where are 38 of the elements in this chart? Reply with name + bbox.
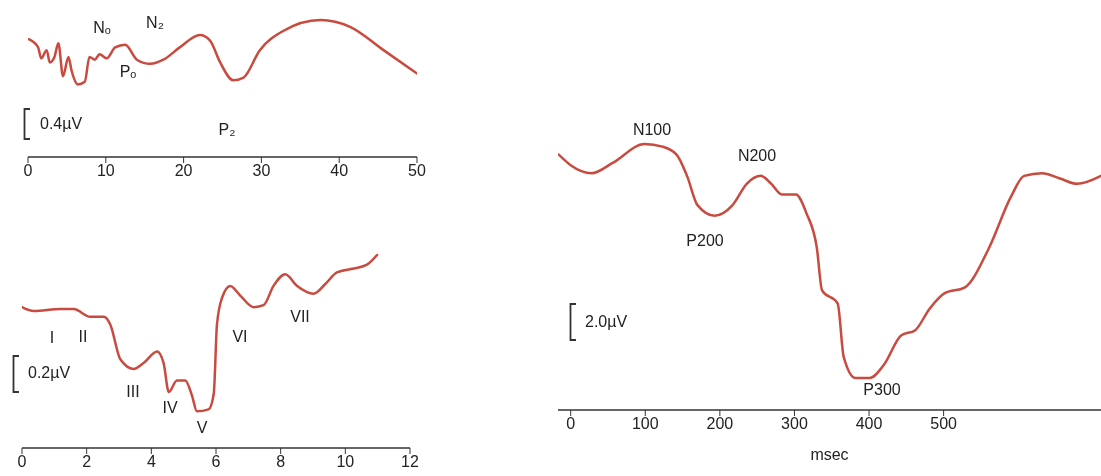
x-tick-label: 4 bbox=[146, 453, 156, 471]
annotation: P₂ bbox=[218, 121, 236, 139]
x-tick-label: 6 bbox=[211, 453, 221, 471]
x-tick-label: 200 bbox=[706, 415, 734, 433]
annotation: P200 bbox=[686, 232, 724, 250]
x-tick-label: 10 bbox=[336, 453, 355, 471]
annotation: N₂ bbox=[146, 14, 164, 32]
annotation: I bbox=[49, 329, 55, 347]
annotation: III bbox=[126, 383, 140, 401]
x-tick-label: 8 bbox=[276, 453, 286, 471]
annotation: VI bbox=[232, 328, 248, 346]
x-tick-label: 400 bbox=[855, 415, 883, 433]
x-tick-label: 20 bbox=[174, 162, 193, 180]
x-tick-label: 50 bbox=[408, 162, 426, 180]
annotation: Pₒ bbox=[119, 63, 137, 81]
x-tick-label: 0 bbox=[566, 415, 576, 433]
x-tick-label: 30 bbox=[252, 162, 271, 180]
annotation: 0.4µV bbox=[40, 115, 83, 133]
annotation: VII bbox=[290, 308, 310, 326]
x-tick-label: 12 bbox=[401, 453, 419, 471]
annotation: 2.0µV bbox=[585, 313, 628, 331]
annotation: P300 bbox=[863, 381, 901, 399]
x-tick-label: 100 bbox=[631, 415, 659, 433]
annotation: V bbox=[196, 419, 208, 437]
annotation: 0.2µV bbox=[28, 364, 71, 382]
annotation: II bbox=[78, 328, 88, 346]
text: N100 bbox=[632, 121, 672, 139]
x-tick-label: 40 bbox=[330, 162, 349, 180]
x-tick-label: 2 bbox=[82, 453, 92, 471]
x-tick-label: 500 bbox=[930, 415, 958, 433]
x-tick-label: 0 bbox=[17, 453, 27, 471]
x-axis-title: msec bbox=[810, 446, 849, 463]
x-tick-label: 0 bbox=[23, 162, 33, 180]
annotation: IV bbox=[162, 399, 178, 417]
annotation: N200 bbox=[737, 147, 777, 165]
annotation: Nₒ bbox=[93, 19, 111, 37]
x-tick-label: 300 bbox=[781, 415, 808, 433]
x-tick-label: 10 bbox=[96, 162, 115, 180]
